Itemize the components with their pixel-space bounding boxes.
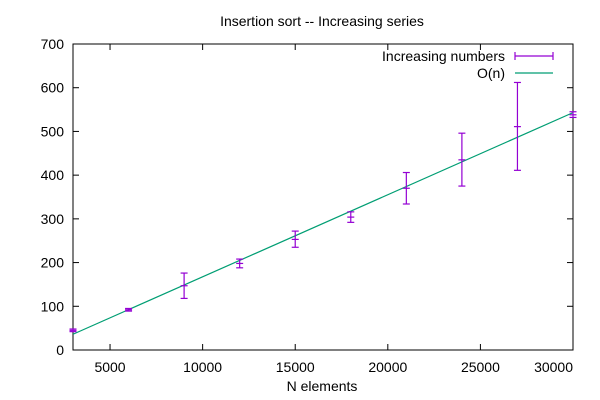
o-n-series-line [72,112,574,335]
errorbar-point [402,171,410,205]
errorbar-point [69,328,77,333]
x-tick-label: 20000 [368,359,407,375]
ticks-group: 5000 10000 15000 20000 25000 30000 0 100 200 300 4… [41,36,574,375]
errorbar-point [291,230,299,248]
errorbar-point [236,258,244,269]
x-tick-label: 15000 [276,359,315,375]
y-tick-label: 700 [41,36,65,52]
errorbar-point [347,211,355,223]
y-tick-label: 0 [56,342,64,358]
y-tick-label: 600 [41,80,65,96]
y-tick-label: 300 [41,211,65,227]
y-tick-label: 500 [41,123,65,139]
x-tick-label: 30000 [534,359,573,375]
plot-frame [72,43,574,351]
errorbar-point [458,132,466,187]
legend-label-increasing-numbers: Increasing numbers [382,48,505,64]
x-tick-label: 5000 [94,359,125,375]
x-axis-label: N elements [287,378,358,394]
x-tick-label: 10000 [183,359,222,375]
chart-title: Insertion sort -- Increasing series [220,13,424,29]
y-tick-label: 400 [41,167,65,183]
errorbar-point [569,111,577,119]
plot-frame-group [72,43,574,351]
errorbar-point [513,81,521,171]
errorbar-point [125,307,133,312]
series-group [69,81,577,335]
legend-label-o-n: O(n) [477,65,505,81]
errorbar-point [180,272,188,300]
y-tick-label: 100 [41,298,65,314]
y-tick-label: 200 [41,255,65,271]
x-tick-label: 25000 [461,359,500,375]
